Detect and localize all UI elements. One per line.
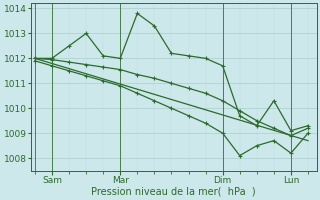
X-axis label: Pression niveau de la mer(  hPa  ): Pression niveau de la mer( hPa ) — [91, 187, 256, 197]
